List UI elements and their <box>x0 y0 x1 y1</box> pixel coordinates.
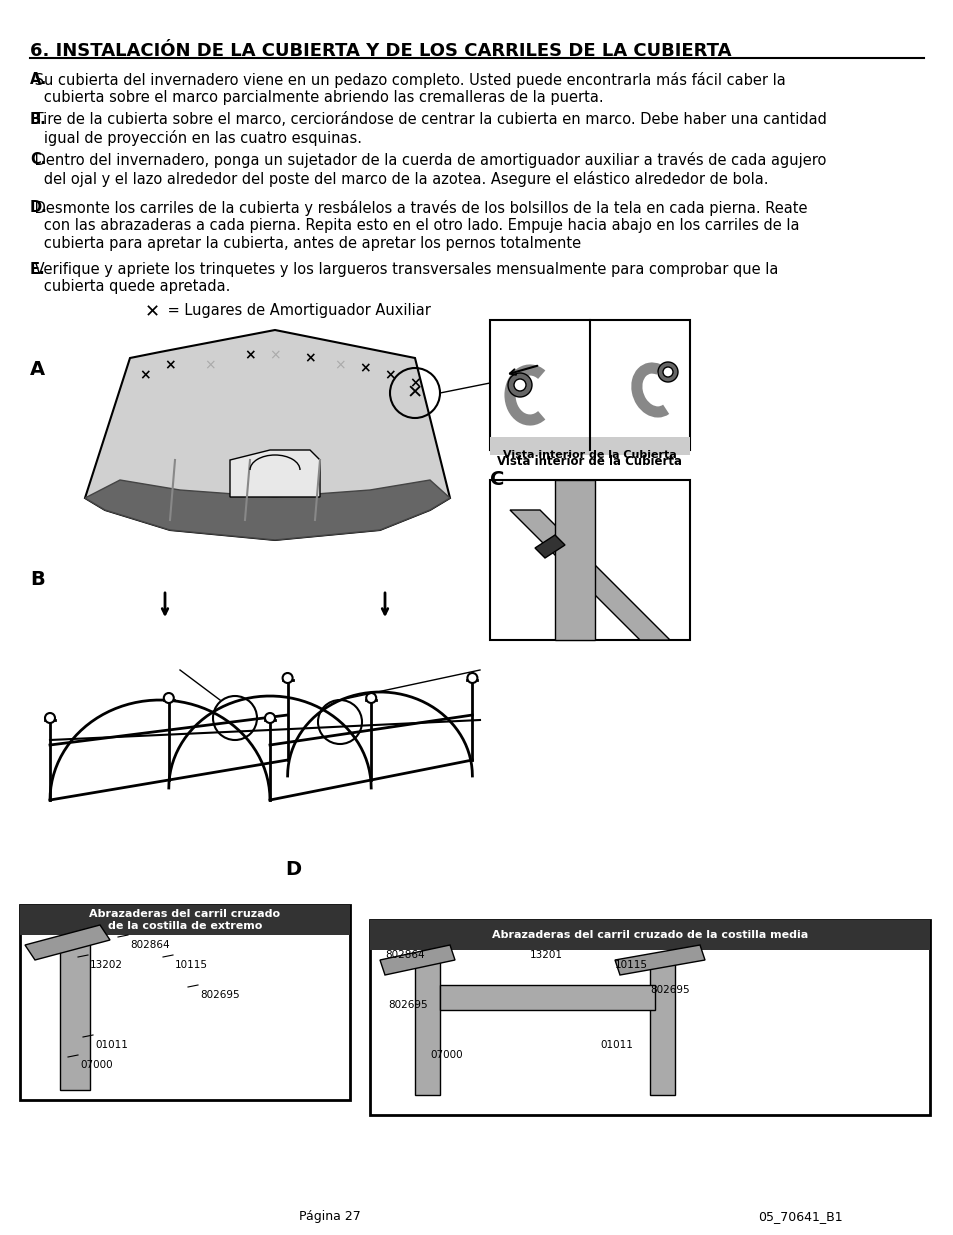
Polygon shape <box>230 450 319 496</box>
Text: Vista interior de la Cubierta: Vista interior de la Cubierta <box>502 450 677 459</box>
Text: ×: × <box>204 358 215 372</box>
Text: 802695: 802695 <box>200 990 239 1000</box>
Text: Abrazaderas del carril cruzado
de la costilla de extremo: Abrazaderas del carril cruzado de la cos… <box>90 909 280 931</box>
Text: 13201: 13201 <box>530 950 562 960</box>
Text: 10115: 10115 <box>174 960 208 969</box>
Text: ×: × <box>359 361 371 375</box>
Polygon shape <box>510 510 669 640</box>
Text: Abrazaderas del carril cruzado de la costilla media: Abrazaderas del carril cruzado de la cos… <box>492 930 807 940</box>
Bar <box>649 955 675 1095</box>
Text: 802864: 802864 <box>385 950 424 960</box>
Text: Verifique y apriete los trinquetes y los largueros transversales mensualmente pa: Verifique y apriete los trinquetes y los… <box>30 262 778 294</box>
Text: 6. INSTALACIÓN DE LA CUBIERTA Y DE LOS CARRILES DE LA CUBIERTA: 6. INSTALACIÓN DE LA CUBIERTA Y DE LOS C… <box>30 42 731 61</box>
Circle shape <box>467 673 476 683</box>
Polygon shape <box>615 945 704 974</box>
Text: ×: × <box>269 348 280 362</box>
Text: 01011: 01011 <box>599 1040 632 1050</box>
Text: 13202: 13202 <box>90 960 123 969</box>
Text: D: D <box>285 860 301 879</box>
Polygon shape <box>85 330 450 540</box>
Text: B: B <box>30 571 45 589</box>
Text: Vista interior de la Cubierta: Vista interior de la Cubierta <box>497 454 681 468</box>
Polygon shape <box>379 945 455 974</box>
Text: 802695: 802695 <box>649 986 689 995</box>
Text: = Lugares de Amortiguador Auxiliar: = Lugares de Amortiguador Auxiliar <box>163 303 431 317</box>
Text: C: C <box>490 471 504 489</box>
Text: ✕: ✕ <box>406 384 423 403</box>
Circle shape <box>265 713 274 722</box>
Text: A: A <box>30 359 45 379</box>
Text: 07000: 07000 <box>80 1060 112 1070</box>
Text: 05_70641_B1: 05_70641_B1 <box>757 1210 841 1223</box>
Circle shape <box>45 713 55 722</box>
Text: Dentro del invernadero, ponga un sujetador de la cuerda de amortiguador auxiliar: Dentro del invernadero, ponga un sujetad… <box>30 152 825 186</box>
Circle shape <box>507 373 532 396</box>
Text: B.: B. <box>30 112 47 127</box>
Circle shape <box>514 379 525 391</box>
Bar <box>490 437 689 454</box>
Text: ×: × <box>334 358 345 372</box>
Text: Desmonte los carriles de la cubierta y resbálelos a través de los bolsillos de l: Desmonte los carriles de la cubierta y r… <box>30 200 806 251</box>
Circle shape <box>658 362 678 382</box>
Text: 802864: 802864 <box>130 940 170 950</box>
Text: E.: E. <box>30 262 46 277</box>
Text: 802695: 802695 <box>388 1000 427 1010</box>
Bar <box>415 955 439 1095</box>
Text: 07000: 07000 <box>430 1050 462 1060</box>
Bar <box>555 480 595 640</box>
Circle shape <box>662 367 672 377</box>
Bar <box>439 986 655 1010</box>
Bar <box>60 940 90 1091</box>
Text: C.: C. <box>30 152 47 167</box>
Bar <box>490 480 689 640</box>
Text: ×: × <box>139 368 151 382</box>
Polygon shape <box>85 480 450 540</box>
Bar <box>20 905 350 935</box>
Polygon shape <box>25 925 110 960</box>
Text: Su cubierta del invernadero viene en un pedazo completo. Usted puede encontrarla: Su cubierta del invernadero viene en un … <box>30 72 785 105</box>
Text: ×: × <box>409 375 420 390</box>
Bar <box>490 320 689 450</box>
Circle shape <box>164 693 173 703</box>
Text: D.: D. <box>30 200 48 215</box>
Bar <box>370 920 929 950</box>
Text: Tire de la cubierta sobre el marco, cerciorándose de centrar la cubierta en marc: Tire de la cubierta sobre el marco, cerc… <box>30 112 826 146</box>
Text: 10115: 10115 <box>615 960 647 969</box>
Text: ×: × <box>384 368 395 382</box>
Text: A.: A. <box>30 72 48 86</box>
Bar <box>370 920 929 1115</box>
Text: Página 27: Página 27 <box>299 1210 360 1223</box>
Text: ×: × <box>304 351 315 366</box>
Polygon shape <box>535 535 564 558</box>
Circle shape <box>366 693 375 703</box>
Circle shape <box>282 673 293 683</box>
Text: 01011: 01011 <box>95 1040 128 1050</box>
Text: ×: × <box>164 358 175 372</box>
Text: ×: × <box>244 348 255 362</box>
Bar <box>20 905 350 1100</box>
Text: ✕: ✕ <box>145 303 160 321</box>
